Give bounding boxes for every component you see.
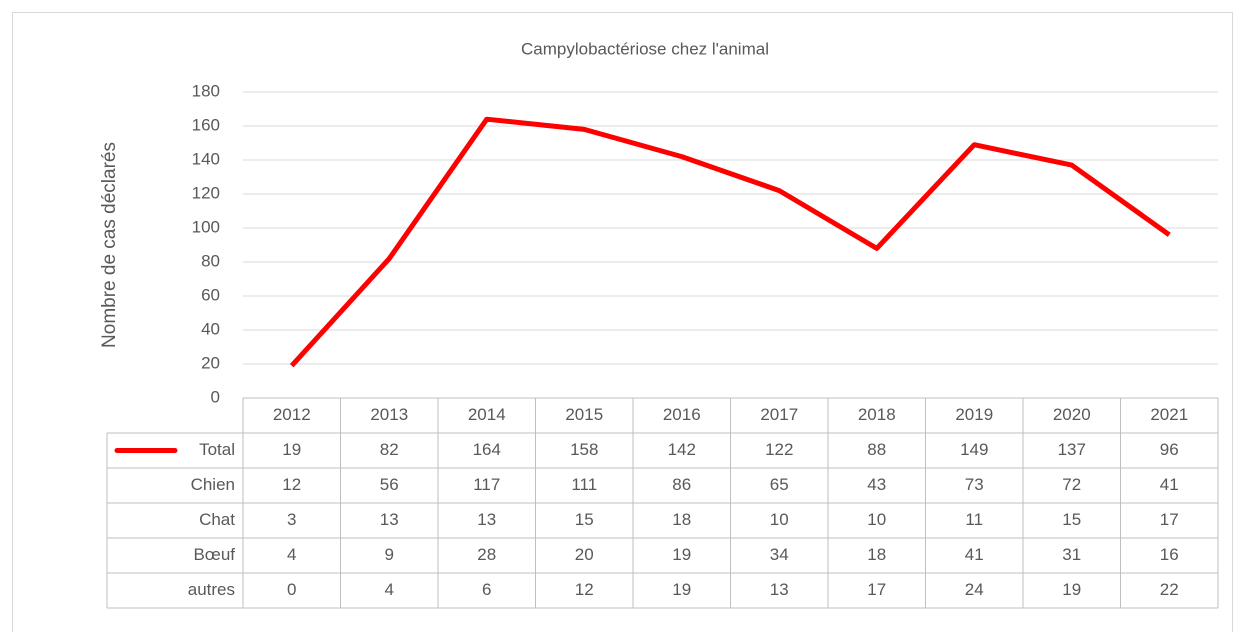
x-tick-label: 2016	[663, 405, 701, 424]
y-tick-label: 140	[192, 149, 220, 168]
table-cell: 10	[867, 510, 886, 529]
y-tick-label: 40	[201, 319, 220, 338]
table-cell: 12	[282, 475, 301, 494]
table-cell: 28	[477, 545, 496, 564]
table-cell: 122	[765, 440, 793, 459]
chart-title: Campylobactériose chez l'animal	[521, 39, 769, 58]
x-tick-label: 2019	[955, 405, 993, 424]
table-cell: 31	[1062, 545, 1081, 564]
table-cell: 149	[960, 440, 988, 459]
table-cell: 13	[477, 510, 496, 529]
table-cell: 41	[965, 545, 984, 564]
x-tick-label: 2015	[565, 405, 603, 424]
table-cell: 6	[482, 580, 491, 599]
table-cell: 82	[380, 440, 399, 459]
legend-label: autres	[188, 580, 235, 599]
table-cell: 19	[1062, 580, 1081, 599]
x-tick-label: 2012	[273, 405, 311, 424]
table-cell: 41	[1160, 475, 1179, 494]
table-cell: 43	[867, 475, 886, 494]
table-cell: 3	[287, 510, 296, 529]
table-cell: 17	[867, 580, 886, 599]
table-cell: 16	[1160, 545, 1179, 564]
table-cell: 86	[672, 475, 691, 494]
x-tick-label: 2018	[858, 405, 896, 424]
table-cell: 88	[867, 440, 886, 459]
table-cell: 4	[287, 545, 296, 564]
table-cell: 73	[965, 475, 984, 494]
legend-label: Bœuf	[193, 545, 235, 564]
table-cell: 0	[287, 580, 296, 599]
y-axis-label: Nombre de cas déclarés	[99, 142, 120, 348]
table-cell: 11	[965, 510, 983, 529]
table-cell: 19	[672, 545, 691, 564]
y-tick-label: 180	[192, 81, 220, 100]
table-cell: 19	[282, 440, 301, 459]
table-cell: 19	[672, 580, 691, 599]
y-tick-label: 100	[192, 217, 220, 236]
table-cell: 96	[1160, 440, 1179, 459]
table-cell: 142	[668, 440, 696, 459]
table-cell: 18	[672, 510, 691, 529]
table-cell: 24	[965, 580, 984, 599]
table-cell: 20	[575, 545, 594, 564]
y-tick-label: 20	[201, 353, 220, 372]
legend-label: Chien	[191, 475, 235, 494]
y-tick-label: 60	[201, 285, 220, 304]
x-tick-label: 2014	[468, 405, 506, 424]
x-tick-label: 2020	[1053, 405, 1091, 424]
line	[289, 116, 1171, 368]
table-cell: 10	[770, 510, 789, 529]
chart-border	[12, 12, 1233, 632]
table-cell: 12	[575, 580, 594, 599]
table-cell: 17	[1160, 510, 1179, 529]
table-cell: 117	[473, 475, 500, 494]
table-cell: 158	[570, 440, 598, 459]
table-cell: 9	[385, 545, 394, 564]
table-cell: 65	[770, 475, 789, 494]
table-cell: 164	[473, 440, 501, 459]
table-cell: 137	[1058, 440, 1086, 459]
x-tick-label: 2021	[1150, 405, 1188, 424]
y-tick-label: 120	[192, 183, 220, 202]
x-tick-label: 2013	[370, 405, 408, 424]
table-cell: 34	[770, 545, 789, 564]
table-cell: 13	[380, 510, 399, 529]
table-cell: 56	[380, 475, 399, 494]
legend-label: Total	[199, 440, 235, 459]
y-tick-label: 0	[211, 387, 220, 406]
table-cell: 111	[571, 475, 597, 494]
legend-label: Chat	[199, 510, 235, 529]
table-cell: 15	[1062, 510, 1081, 529]
table-cell: 22	[1160, 580, 1179, 599]
table-cell: 15	[575, 510, 594, 529]
table-cell: 18	[867, 545, 886, 564]
table-cell: 4	[385, 580, 394, 599]
table-cell: 13	[770, 580, 789, 599]
y-tick-label: 160	[192, 115, 220, 134]
x-tick-label: 2017	[760, 405, 798, 424]
table-cell: 72	[1062, 475, 1081, 494]
y-tick-label: 80	[201, 251, 220, 270]
